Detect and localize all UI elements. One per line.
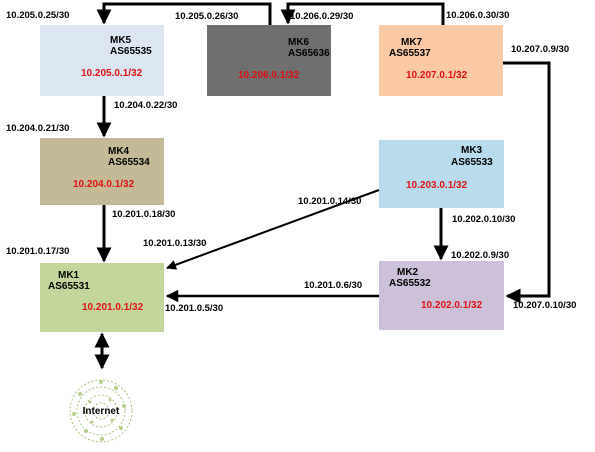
link-label-mk1-right: 10.201.0.5/30 [165,303,224,314]
router-mk4[interactable]: MK4 AS65534 10.204.0.1/32 [40,138,164,205]
router-ip: 10.202.0.1/32 [421,300,483,311]
link-mk7-mk2 [503,61,551,304]
router-asn: AS65636 [288,48,330,59]
router-asn: AS65533 [451,157,493,168]
link-label-mk2-left: 10.201.0.6/30 [304,280,363,291]
link-label-mk3-bottom: 10.202.0.10/30 [452,214,516,225]
router-ip: 10.206.0.1/32 [238,70,300,81]
router-asn: AS65537 [389,48,431,59]
link-label-mk4-bottom: 10.201.0.18/30 [112,209,176,220]
link-label-mk5-bottom: 10.204.0.22/30 [114,100,178,111]
link-label-mk1-upper: 10.201.0.13/30 [143,238,207,249]
router-asn: AS65535 [110,46,152,57]
router-name: MK1 [58,270,80,281]
link-mk6-mk5 [96,2,272,25]
link-label-mk2-right: 10.207.0.10/30 [513,300,577,311]
link-label-mk6-left: 10.205.0.26/30 [175,11,239,22]
router-mk3[interactable]: MK3 AS65533 10.203.0.1/32 [379,140,504,208]
link-label-mk1-top: 10.201.0.17/30 [6,246,70,257]
router-mk6[interactable]: MK6 AS65636 10.206.0.1/32 [207,25,331,96]
router-mk5[interactable]: MK5 AS65535 10.205.0.1/32 [40,25,164,96]
router-ip: 10.207.0.1/32 [406,70,468,81]
cloud-icon [69,379,133,443]
link-label-mk2-top: 10.202.0.9/30 [451,250,510,261]
link-label-mk5-top: 10.205.0.25/30 [6,10,70,21]
link-label-mk4-top: 10.204.0.21/30 [6,123,70,134]
link-mk7-mk6 [280,2,445,25]
router-ip: 10.205.0.1/32 [81,68,143,79]
router-ip: 10.204.0.1/32 [73,179,135,190]
internet-cloud[interactable]: Internet [66,376,136,446]
internet-label: Internet [82,406,120,417]
router-ip: 10.201.0.1/32 [82,302,144,313]
router-name: MK7 [401,37,423,48]
router-asn: AS65532 [389,278,431,289]
router-name: MK2 [397,267,419,278]
router-mk1[interactable]: MK1 AS65531 10.201.0.1/32 [40,263,164,332]
router-name: MK4 [108,146,130,157]
link-label-mk3-left: 10.201.0.14/30 [298,196,362,207]
link-mk3-mk1 [166,189,380,270]
link-label-mk6-right: 10.206.0.29/30 [290,11,354,22]
link-label-mk7-right: 10.207.0.9/30 [511,44,570,55]
router-asn: AS65534 [108,157,150,168]
router-ip: 10.203.0.1/32 [406,180,468,191]
router-name: MK3 [461,145,483,156]
router-name: MK6 [288,37,310,48]
router-mk2[interactable]: MK2 AS65532 10.202.0.1/32 [379,261,504,330]
router-mk7[interactable]: MK7 AS65537 10.207.0.1/32 [379,25,503,96]
router-asn: AS65531 [48,281,90,292]
link-label-mk7-top: 10.206.0.30/30 [446,10,510,21]
router-name: MK5 [110,35,132,46]
